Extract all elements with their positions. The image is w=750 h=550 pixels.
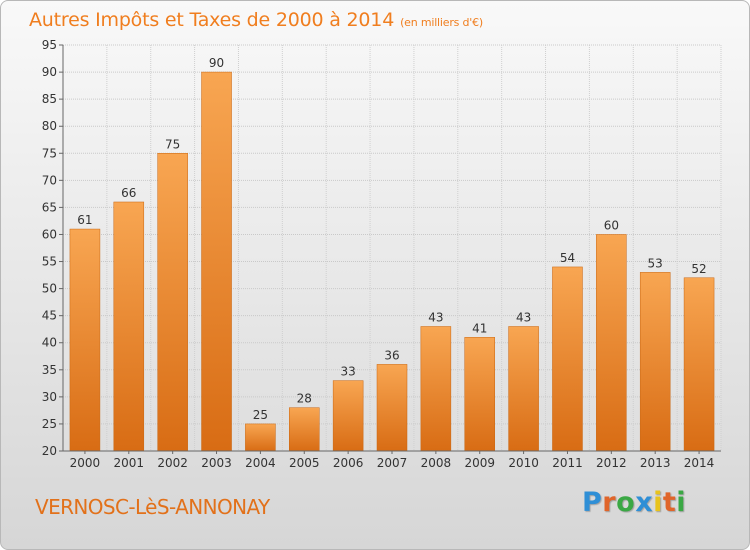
y-tick-label: 25	[42, 417, 57, 431]
y-tick-label: 20	[42, 444, 57, 458]
x-tick-label: 2007	[377, 456, 408, 470]
bar	[289, 407, 320, 452]
bar	[508, 326, 539, 452]
data-label: 90	[209, 56, 224, 70]
data-label: 66	[121, 186, 136, 200]
x-tick-label: 2003	[201, 456, 232, 470]
logo-letter: t	[662, 487, 677, 518]
data-label: 53	[648, 256, 663, 270]
data-label: 43	[428, 310, 443, 324]
y-tick-label: 90	[42, 65, 57, 79]
bar	[69, 228, 101, 452]
data-label: 60	[604, 218, 619, 232]
data-label: 75	[165, 137, 180, 151]
bar	[552, 266, 583, 452]
x-tick-label: 2014	[684, 456, 715, 470]
bar	[245, 423, 276, 452]
data-label: 61	[77, 213, 92, 227]
y-tick-label: 80	[42, 119, 57, 133]
data-label: 28	[297, 392, 312, 406]
logo-letter: x	[635, 487, 654, 518]
x-tick-label: 2011	[552, 456, 583, 470]
x-tick-label: 2005	[289, 456, 320, 470]
data-label: 54	[560, 251, 575, 265]
data-label: 41	[472, 321, 487, 335]
x-tick-label: 2004	[245, 456, 276, 470]
x-tick-label: 2009	[464, 456, 495, 470]
data-label: 25	[253, 408, 268, 422]
y-tick-label: 30	[42, 390, 57, 404]
data-label: 36	[384, 348, 399, 362]
title-unit: (en milliers d'€)	[400, 16, 483, 29]
bar	[420, 326, 452, 452]
bar	[157, 153, 188, 452]
bar	[113, 201, 145, 452]
bar	[464, 337, 495, 452]
proxiti-logo: Proxiti	[582, 487, 686, 518]
bar	[376, 364, 408, 452]
y-tick-label: 40	[42, 336, 57, 350]
y-tick-label: 75	[42, 146, 57, 160]
title-text: Autres Impôts et Taxes de 2000 à 2014	[29, 9, 395, 31]
bar	[639, 272, 671, 452]
chart-title: Autres Impôts et Taxes de 2000 à 2014 (en…	[29, 9, 483, 31]
data-label: 52	[691, 262, 706, 276]
x-tick-label: 2013	[640, 456, 671, 470]
y-tick-label: 85	[42, 92, 57, 106]
data-label: 43	[516, 310, 531, 324]
y-tick-label: 50	[42, 282, 57, 296]
x-tick-label: 2012	[596, 456, 627, 470]
y-tick-label: 55	[42, 255, 57, 269]
x-tick-label: 2001	[114, 456, 145, 470]
bar	[332, 380, 364, 452]
bar	[596, 234, 627, 452]
y-tick-label: 70	[42, 173, 57, 187]
x-tick-label: 2000	[70, 456, 101, 470]
logo-letter: r	[602, 487, 617, 518]
y-tick-label: 65	[42, 200, 57, 214]
logo-letter: P	[582, 487, 603, 518]
y-tick-label: 60	[42, 227, 57, 241]
logo-letter: i	[676, 487, 687, 518]
logo-letter: o	[616, 487, 636, 518]
x-tick-label: 2010	[508, 456, 539, 470]
y-tick-label: 95	[42, 38, 57, 52]
logo-letter: i	[653, 487, 663, 518]
y-tick-label: 35	[42, 363, 57, 377]
x-tick-label: 2006	[333, 456, 364, 470]
town-name: VERNOSC-LèS-ANNONAY	[35, 495, 270, 519]
x-tick-label: 2008	[421, 456, 452, 470]
bar	[201, 71, 232, 452]
data-label: 33	[340, 365, 355, 379]
x-tick-label: 2002	[157, 456, 188, 470]
y-tick-label: 45	[42, 309, 57, 323]
bar	[683, 277, 715, 452]
